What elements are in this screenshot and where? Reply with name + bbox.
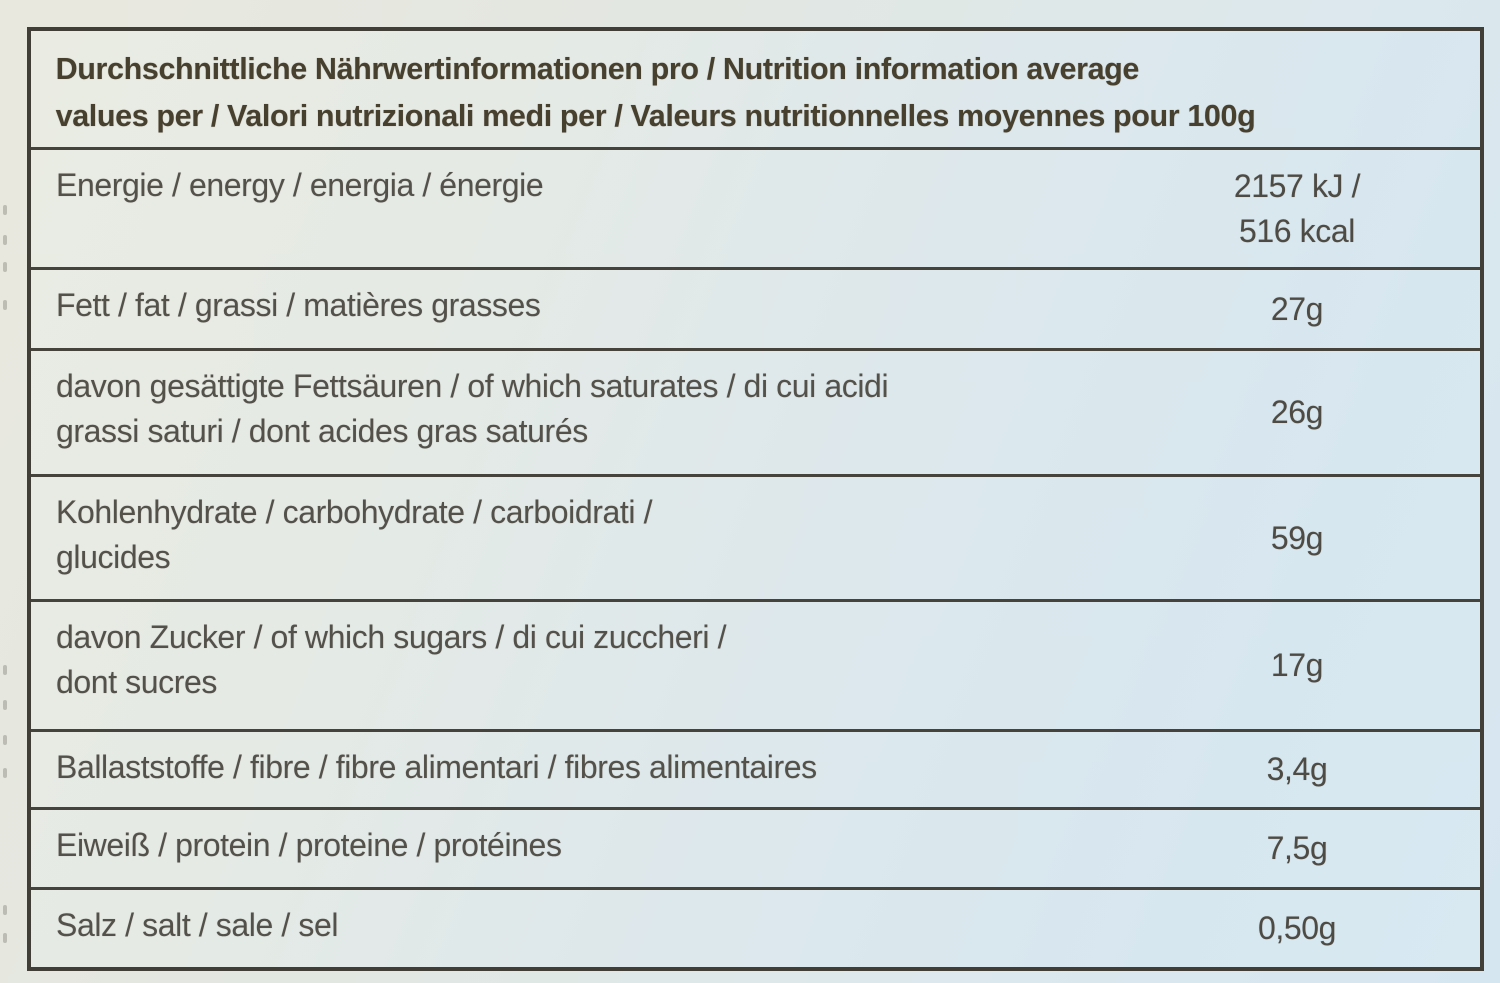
nutrient-label: Kohlenhydrate / carbohydrate / carboidra… (56, 494, 653, 576)
table-row-fibre: Ballaststoffe / fibre / fibre alimentari… (31, 729, 1480, 807)
table-row-salt: Salz / salt / sale / sel 0,50g (31, 887, 1480, 967)
nutrient-label: davon gesättigte Fettsäuren / of which s… (56, 368, 889, 450)
nutrient-value: 26g (1270, 394, 1324, 431)
nutrient-value: 59g (1270, 519, 1324, 556)
nutrient-value: 0,50g (1257, 910, 1337, 947)
table-row-fat: Fett / fat / grassi / matières grasses 2… (31, 267, 1480, 348)
table-row-energy: Energie / energy / energia / énergie 215… (31, 147, 1480, 267)
left-edge-print-marks (0, 0, 20, 983)
table-row-saturates: davon gesättigte Fettsäuren / of which s… (31, 348, 1480, 474)
nutrient-value: 27g (1270, 290, 1324, 327)
table-title: Durchschnittliche Nährwertinformationen … (55, 51, 1256, 133)
nutrient-value: 7,5g (1266, 830, 1328, 867)
nutrient-label: Ballaststoffe / fibre / fibre alimentari… (56, 749, 817, 785)
nutrient-label: Fett / fat / grassi / matières grasses (56, 287, 541, 323)
table-row-sugars: davon Zucker / of which sugars / di cui … (31, 599, 1480, 729)
nutrient-label: davon Zucker / of which sugars / di cui … (56, 619, 727, 701)
table-header-row: Durchschnittliche Nährwertinformationen … (31, 31, 1480, 147)
nutrient-value: 2157 kJ / 516 kcal (1233, 167, 1361, 249)
nutrient-label: Energie / energy / energia / énergie (56, 167, 544, 203)
nutrient-label: Salz / salt / sale / sel (56, 907, 339, 943)
nutrition-table: Durchschnittliche Nährwertinformationen … (27, 27, 1484, 971)
table-row-protein: Eiweiß / protein / proteine / protéines … (31, 807, 1480, 887)
nutrient-value: 3,4g (1266, 751, 1328, 788)
table-row-carbohydrate: Kohlenhydrate / carbohydrate / carboidra… (31, 474, 1480, 599)
nutrient-value: 17g (1270, 647, 1324, 684)
nutrient-label: Eiweiß / protein / proteine / protéines (56, 827, 562, 863)
